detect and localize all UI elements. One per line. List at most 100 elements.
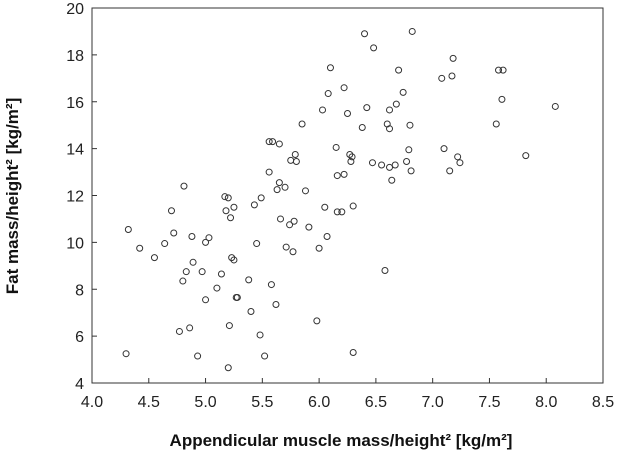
plot-frame: [91, 7, 604, 384]
data-point: [257, 194, 265, 202]
data-point: [233, 293, 241, 301]
x-tick-label: 8.5: [592, 394, 614, 411]
data-point: [202, 238, 210, 246]
plot-area: [91, 7, 604, 384]
data-point: [253, 240, 261, 248]
y-tick-label: 20: [66, 1, 84, 18]
data-point: [381, 267, 389, 274]
data-point: [286, 221, 294, 229]
data-point: [551, 102, 559, 110]
data-point: [213, 284, 221, 292]
data-point: [261, 352, 269, 360]
data-point: [292, 158, 300, 166]
data-point: [194, 352, 202, 360]
y-tick-label: 12: [66, 189, 84, 206]
data-point: [202, 296, 210, 304]
y-tick-label: 16: [66, 95, 84, 112]
data-point: [319, 106, 327, 114]
data-point: [273, 186, 281, 194]
data-point: [247, 308, 255, 316]
data-point: [179, 277, 187, 285]
data-point: [277, 215, 285, 223]
data-point: [448, 72, 456, 80]
y-tick-label: 4: [75, 376, 84, 393]
data-point: [124, 225, 132, 233]
data-point: [189, 258, 197, 266]
data-point: [370, 44, 378, 52]
data-point: [388, 176, 396, 184]
data-point: [338, 208, 346, 216]
y-axis-ticks: [92, 7, 97, 384]
data-point: [386, 163, 394, 171]
data-point: [305, 223, 313, 231]
data-point: [224, 364, 232, 372]
data-point: [245, 276, 253, 284]
x-tick-label: 6.5: [365, 394, 387, 411]
data-point: [267, 281, 275, 289]
data-point: [323, 233, 331, 241]
y-tick-label: 18: [66, 48, 84, 65]
data-point: [205, 234, 213, 242]
data-point: [499, 66, 507, 74]
data-point: [368, 159, 376, 167]
data-point: [186, 324, 194, 332]
x-tick-label: 5.5: [251, 394, 273, 411]
y-tick-label: 6: [75, 329, 84, 346]
x-tick-label: 4.5: [138, 394, 160, 411]
data-point: [407, 167, 415, 175]
x-tick-label: 8.0: [535, 394, 557, 411]
data-point: [167, 207, 175, 215]
data-point: [326, 64, 334, 72]
y-tick-label: 14: [66, 142, 84, 159]
data-point: [438, 74, 446, 82]
data-point: [346, 150, 354, 158]
data-point: [313, 317, 321, 325]
data-point: [198, 268, 206, 276]
data-point: [454, 153, 462, 161]
data-point: [188, 233, 196, 241]
data-point: [182, 268, 190, 276]
data-point: [289, 248, 297, 256]
data-point: [386, 125, 394, 133]
data-point: [358, 124, 366, 132]
data-point: [250, 201, 258, 209]
data-point: [217, 270, 225, 278]
data-point: [522, 152, 530, 160]
data-point: [378, 161, 386, 169]
data-point: [301, 187, 309, 195]
data-point: [492, 120, 500, 128]
data-point: [228, 254, 236, 262]
data-point: [349, 202, 357, 210]
data-point: [265, 168, 273, 176]
data-point: [405, 146, 413, 154]
data-point: [298, 120, 306, 128]
data-point: [281, 183, 289, 191]
data-point: [456, 159, 464, 167]
data-point: [406, 121, 414, 129]
data-point: [230, 203, 238, 211]
data-point: [495, 66, 503, 74]
data-point: [340, 84, 348, 92]
data-point: [349, 349, 357, 357]
data-point: [225, 322, 233, 330]
data-point: [161, 240, 169, 248]
data-point: [333, 172, 341, 180]
data-point: [324, 90, 332, 98]
data-point: [386, 106, 394, 114]
data-point: [170, 229, 178, 237]
x-tick-label: 5.0: [194, 394, 216, 411]
data-point: [275, 140, 283, 148]
data-point: [180, 182, 188, 190]
x-axis-title: Appendicular muscle mass/height² [kg/m²]: [170, 431, 513, 450]
data-point: [282, 243, 290, 251]
data-point: [348, 153, 356, 161]
x-axis-ticks: [91, 378, 604, 383]
y-axis-title: Fat mass/height² [kg/m²]: [3, 98, 22, 294]
data-point: [391, 161, 399, 169]
data-point: [230, 256, 238, 264]
data-point: [333, 208, 341, 216]
data-point: [290, 217, 298, 225]
data-point: [136, 244, 144, 252]
data-point: [321, 203, 329, 211]
